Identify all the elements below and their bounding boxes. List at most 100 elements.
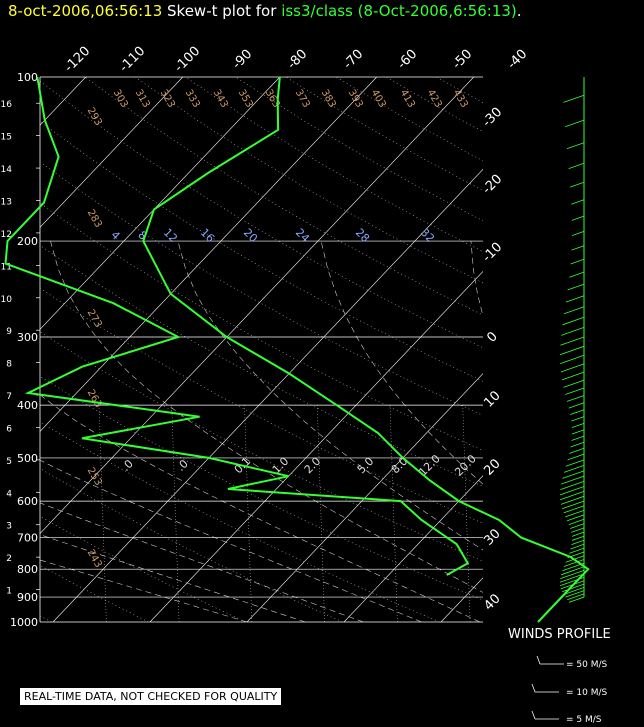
height-tick-label: 11: [1, 262, 12, 272]
pressure-tick-label: 200: [17, 235, 38, 248]
temp-tick-right: 20: [481, 456, 503, 478]
wind-barb: [563, 94, 585, 103]
wind-barb: [566, 142, 585, 150]
wind-barb: [561, 475, 585, 485]
pressure-tick-label: 1000: [10, 616, 38, 629]
wind-legend-5: = 5 M/S: [566, 715, 602, 725]
moist-adiabat: [40, 459, 422, 622]
chart-title: 8-oct-2006,06:56:13 Skew-t plot for iss3…: [8, 2, 522, 20]
wind-barb: [565, 459, 585, 467]
wind-legend-barb-10-flag: [531, 683, 536, 693]
wind-barb: [561, 326, 585, 336]
wind-barb: [571, 539, 585, 546]
height-tick-label: 13: [1, 197, 12, 207]
wind-barb: [565, 387, 585, 395]
theta-label: 333: [183, 88, 202, 110]
dry-adiabat: [135, 77, 483, 284]
height-tick-label: 10: [1, 295, 13, 305]
mixing-ratio-label: 32: [418, 226, 437, 245]
moist-adiabat: [320, 241, 483, 485]
temp-tick-right: -10: [480, 240, 506, 266]
theta-label: 413: [398, 88, 417, 110]
isotherm-line: [40, 77, 86, 126]
temp-tick-top: -70: [341, 47, 367, 73]
dry-adiabat: [40, 375, 483, 601]
dry-adiabat: [386, 77, 483, 132]
mixing-ratio-label: 20: [241, 226, 260, 245]
theta-label: 403: [369, 88, 388, 110]
mixing-ratio-label: 24: [293, 226, 312, 245]
temp-tick-right: 10: [481, 388, 503, 410]
dewpoint-profile: [4, 76, 470, 576]
dry-adiabat: [40, 565, 149, 622]
mixing-ratio-line: [98, 405, 107, 622]
wind-legend-barb-50-flag: [536, 655, 541, 665]
height-tick-label: 6: [6, 424, 12, 434]
pressure-tick-label: 300: [17, 331, 38, 344]
wind-barbs: [559, 77, 585, 603]
isotherm-line: [538, 77, 644, 622]
temp-tick-top: -110: [117, 44, 148, 75]
saturation-label: .0: [174, 457, 191, 474]
wind-barb: [560, 569, 585, 580]
mixing-ratio-label: 28: [353, 226, 372, 245]
dry-adiabat: [285, 77, 483, 191]
wind-barb: [571, 429, 585, 435]
temp-tick-top: -60: [395, 47, 421, 73]
temperature-profile: [142, 76, 590, 623]
height-tick-label: 12: [1, 230, 12, 240]
wind-barb: [560, 354, 585, 364]
theta-label: 373: [293, 88, 312, 110]
wind-legend-10: = 10 M/S: [566, 688, 608, 698]
mixing-ratio-label: 4: [108, 228, 122, 242]
wind-legend-50: = 50 M/S: [566, 660, 608, 670]
isotherm-line: [343, 475, 483, 622]
wind-barb: [562, 562, 585, 572]
moist-adiabat: [470, 241, 483, 318]
moist-adiabat: [177, 241, 483, 551]
winds-profile-title: WINDS PROFILE: [508, 627, 611, 642]
temp-tick-top: -50: [450, 47, 476, 73]
pressure-tick-label: 400: [17, 399, 38, 412]
title-end: .: [516, 2, 522, 20]
wind-barb: [563, 465, 585, 473]
dry-adiabat: [487, 77, 644, 622]
temp-tick-top: -90: [230, 47, 256, 73]
isotherm-line: [440, 577, 483, 622]
wind-legend-barb-5-flag: [531, 710, 536, 720]
moist-adiabat: [40, 534, 306, 622]
theta-label: 343: [211, 88, 230, 110]
wind-barb: [569, 447, 585, 454]
wind-barb: [571, 527, 585, 533]
wind-barb: [561, 371, 585, 381]
wind-barb: [568, 162, 585, 170]
wind-barb: [559, 345, 585, 356]
wind-barb: [561, 500, 585, 510]
wind-barb: [571, 422, 585, 428]
theta-label: 293: [85, 106, 104, 128]
temp-tick-right: 40: [481, 591, 503, 613]
wind-barb: [568, 518, 585, 525]
mixing-ratio-line: [316, 405, 325, 622]
wind-barb: [571, 416, 585, 422]
height-tick-label: 2: [6, 554, 12, 564]
height-tick-label: 4: [6, 489, 12, 499]
height-tick-label: 1: [6, 587, 12, 597]
title-station: iss3/class (8-Oct-2006,6:56:13): [281, 2, 517, 20]
theta-label: 243: [85, 548, 104, 570]
theta-label: 323: [158, 88, 177, 110]
wind-barb: [567, 453, 585, 461]
wind-barb: [571, 435, 585, 441]
wind-barb: [563, 559, 585, 567]
height-tick-label: 7: [6, 392, 12, 402]
wind-barb: [568, 402, 585, 409]
wind-barb: [570, 523, 585, 529]
height-tick-label: 3: [6, 522, 12, 532]
wind-barb: [565, 590, 585, 598]
theta-label: 263: [85, 388, 104, 410]
isotherm-line: [52, 168, 483, 622]
wind-barb: [562, 583, 585, 593]
theta-label: 253: [85, 466, 104, 488]
wind-barb: [560, 576, 585, 587]
wind-barb: [565, 509, 585, 518]
